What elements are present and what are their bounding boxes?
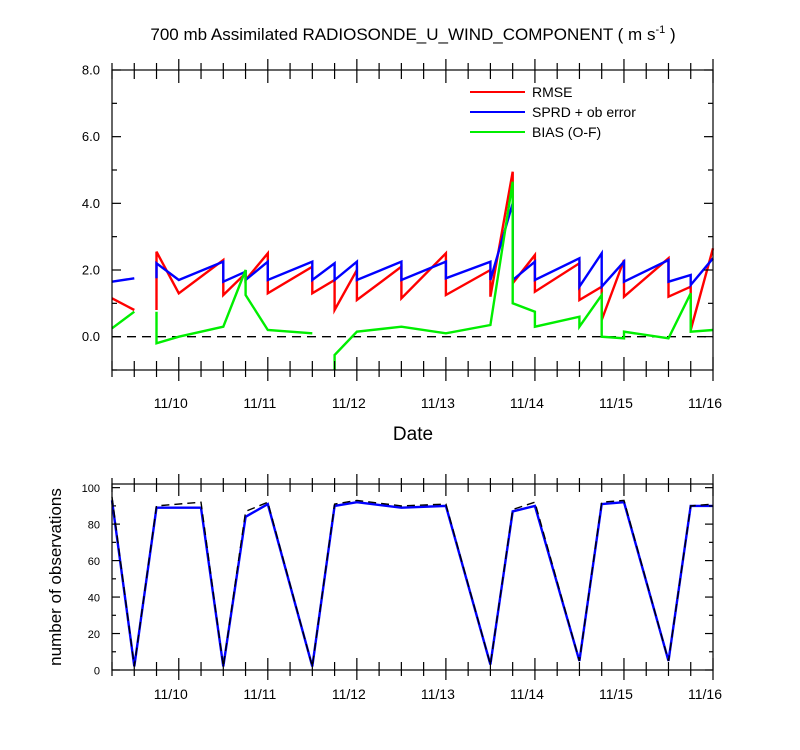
top-y-tick-label: 2.0 bbox=[82, 263, 100, 278]
top-axes: 0.0 2.0 4.0 6.0 8.0 11/10 11/11 11/12 11/13 11/14… bbox=[82, 59, 722, 411]
top-x-tick-label: 11/13 bbox=[421, 395, 455, 411]
top-x-tick-label: 11/16 bbox=[688, 395, 722, 411]
bottom-y-tick-label: 60 bbox=[88, 556, 100, 568]
top-series-rmse bbox=[111, 171, 715, 331]
top-chart-title: 700 mb Assimilated RADIOSONDE_U_WIND_COM… bbox=[150, 24, 675, 44]
top-x-tick-label: 11/12 bbox=[332, 395, 366, 411]
bottom-series-observations-dashed bbox=[111, 496, 714, 667]
top-x-tick-label: 11/11 bbox=[243, 395, 276, 411]
top-y-tick-label: 6.0 bbox=[82, 129, 100, 144]
top-x-tick-label: 11/14 bbox=[510, 395, 544, 411]
legend-bias-label: BIAS (O-F) bbox=[532, 124, 601, 140]
top-plot-frame bbox=[111, 69, 714, 371]
legend-sprd-label: SPRD + ob error bbox=[532, 104, 636, 120]
top-y-tick-label: 4.0 bbox=[82, 196, 100, 211]
bottom-y-axis-label: number of observations bbox=[46, 488, 65, 666]
top-series-bias-o-f bbox=[111, 181, 714, 370]
bottom-chart: 0 20 40 60 80 100 11/10 11/11 11/12 11/13 11/14 11/… bbox=[46, 474, 722, 702]
bottom-series-group bbox=[110, 496, 714, 667]
top-y-tick-label: 0.0 bbox=[82, 329, 100, 344]
bottom-series-observations-blue bbox=[110, 500, 713, 667]
top-series-sprd-ob-error bbox=[111, 202, 714, 291]
bottom-x-tick-label: 11/14 bbox=[510, 686, 544, 702]
bottom-x-tick-label: 11/13 bbox=[421, 686, 455, 702]
top-chart: 700 mb Assimilated RADIOSONDE_U_WIND_COM… bbox=[82, 24, 722, 445]
bottom-y-tick-label: 40 bbox=[88, 593, 100, 605]
bottom-x-tick-label: 11/10 bbox=[154, 686, 188, 702]
bottom-y-tick-label: 100 bbox=[82, 483, 100, 495]
top-x-tick-label: 11/15 bbox=[599, 395, 633, 411]
legend: RMSE SPRD + ob error BIAS (O-F) bbox=[470, 84, 636, 140]
bottom-y-tick-label: 80 bbox=[88, 520, 100, 532]
top-x-axis-label: Date bbox=[393, 424, 433, 445]
bottom-axes: 0 20 40 60 80 100 11/10 11/11 11/12 11/13 11/14 11/… bbox=[82, 474, 722, 702]
bottom-x-tick-label: 11/12 bbox=[332, 686, 366, 702]
bottom-y-tick-label: 0 bbox=[94, 666, 100, 678]
legend-rmse-label: RMSE bbox=[532, 84, 572, 100]
bottom-x-tick-label: 11/16 bbox=[688, 686, 722, 702]
top-series-group bbox=[111, 171, 715, 370]
bottom-y-tick-label: 20 bbox=[88, 629, 100, 641]
bottom-x-tick-label: 11/11 bbox=[243, 686, 276, 702]
bottom-plot-frame bbox=[111, 483, 714, 671]
top-y-tick-label: 8.0 bbox=[82, 63, 100, 78]
top-x-tick-label: 11/10 bbox=[154, 395, 188, 411]
bottom-x-tick-label: 11/15 bbox=[599, 686, 633, 702]
